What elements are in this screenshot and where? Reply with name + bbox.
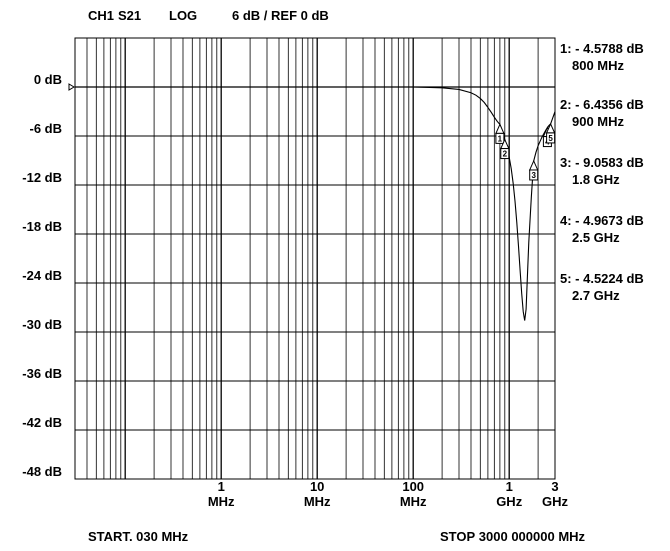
plot-frame [74,37,556,480]
x-tick-number: 100 [402,479,424,494]
marker-3-frequency: 1.8 GHz [572,172,620,187]
x-tick-number: 10 [310,479,324,494]
marker-points: 12345 [495,122,556,181]
start-value: . 030 MHz [128,529,189,544]
marker-3-readout: 3: - 9.0583 dB 1.8 GHz [560,154,644,188]
channel-label: CH1 [88,8,115,23]
x-tick-unit: MHz [400,494,427,509]
x-tick-number: 1 [506,479,513,494]
x-tick-unit: GHz [496,494,523,509]
x-tick-number: 1 [218,479,225,494]
marker-number: 5 [548,134,553,143]
y-axis-labels: 0 dB -6 dB -12 dB -18 dB -24 dB -30 dB -36 dB -… [22,72,62,479]
marker-4-value: 4: - 4.9673 dB [560,213,644,228]
y-tick-label: 0 dB [34,72,62,87]
marker-1-frequency: 800 MHz [572,58,625,73]
y-tick-label: -42 dB [22,415,62,430]
marker-box [500,148,510,160]
marker-3-value: 3: - 9.0583 dB [560,155,644,170]
marker-number: 1 [498,134,503,143]
marker-box [546,132,556,144]
y-tick-label: -12 dB [22,170,62,185]
marker-triangle [495,123,505,134]
marker-box [529,169,539,181]
start-label: START [88,529,129,544]
x-tick-unit: GHz [542,494,569,509]
stop-frequency: STOP 3000 000000 MHz [440,529,585,544]
x-tick-unit: MHz [208,494,235,509]
y-tick-label: -24 dB [22,268,62,283]
marker-2-frequency: 900 MHz [572,114,625,129]
parameter-label: S21 [118,8,142,23]
marker-1-readout: 1: - 4.5788 dB 800 MHz [560,40,644,74]
y-tick-label: -30 dB [22,317,62,332]
start-frequency: START. 030 MHz [88,529,188,544]
s21-trace [75,86,556,321]
stop-label: STOP [440,529,476,544]
marker-5-frequency: 2.7 GHz [572,288,620,303]
marker-number: 2 [503,150,508,159]
stop-value: 3000 000000 MHz [478,529,586,544]
format-label: LOG [169,8,198,23]
x-tick-number: 3 [551,479,558,494]
y-tick-label: -48 dB [22,464,62,479]
marker-1-value: 1: - 4.5788 dB [560,41,644,56]
grid-lines [74,37,556,480]
y-tick-label: -6 dB [30,121,63,136]
y-tick-label: -18 dB [22,219,62,234]
y-tick-label: -36 dB [22,366,62,381]
marker-2-readout: 2: - 6.4356 dB 900 MHz [560,96,644,130]
marker-2-value: 2: - 6.4356 dB [560,97,644,112]
marker-4-frequency: 2.5 GHz [572,230,620,245]
marker-5-readout: 5: - 4.5224 dB 2.7 GHz [560,270,644,304]
x-tick-unit: MHz [304,494,331,509]
marker-triangle [528,159,539,171]
marker-box [495,132,505,144]
marker-number: 3 [531,171,536,180]
marker-4-readout: 4: - 4.9673 dB 2.5 GHz [560,212,644,246]
reference-level-arrow [68,83,75,91]
scale-ref-label: 6 dB / REF 0 dB [232,8,329,23]
marker-5-value: 5: - 4.5224 dB [560,271,644,286]
